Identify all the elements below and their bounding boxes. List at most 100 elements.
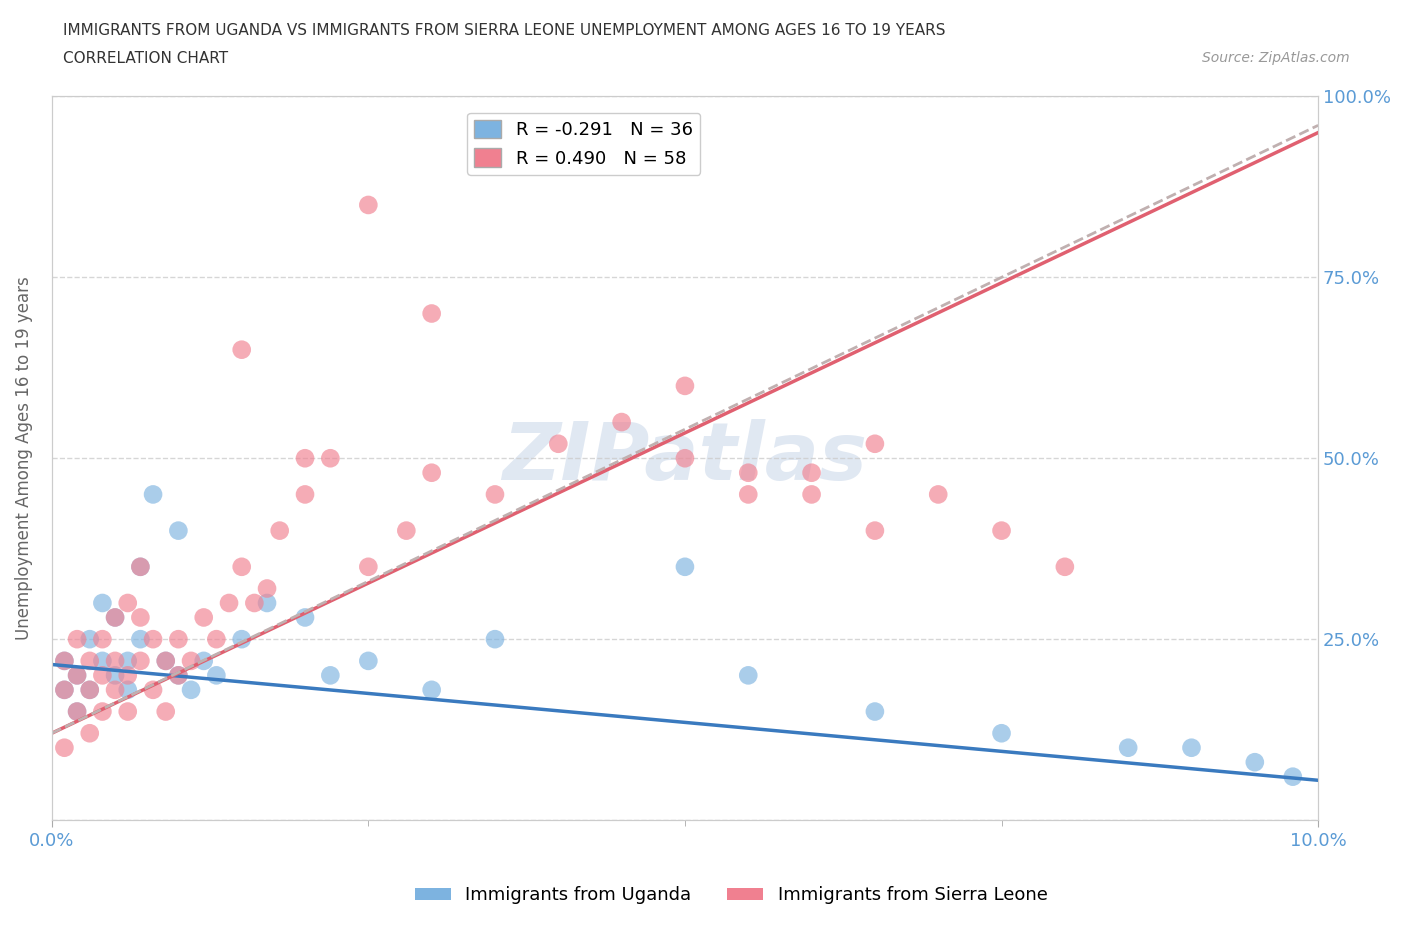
Point [1243, 755, 1265, 770]
Point [205, 668, 228, 683]
Point [53, 654, 76, 669]
Point [231, 559, 253, 574]
Point [66, 668, 89, 683]
Point [167, 668, 190, 683]
Point [167, 668, 190, 683]
Point [990, 524, 1012, 538]
Point [256, 581, 278, 596]
Point [104, 668, 127, 683]
Point [610, 415, 633, 430]
Point [420, 465, 443, 480]
Point [800, 465, 823, 480]
Point [180, 683, 202, 698]
Point [420, 306, 443, 321]
Point [79, 725, 101, 740]
Point [66, 704, 89, 719]
Point [91, 631, 114, 646]
Point [167, 631, 190, 646]
Point [863, 524, 886, 538]
Point [66, 631, 89, 646]
Point [294, 610, 316, 625]
Point [79, 631, 101, 646]
Point [142, 683, 165, 698]
Point [863, 704, 886, 719]
Point [231, 631, 253, 646]
Point [294, 451, 316, 466]
Point [269, 524, 291, 538]
Point [927, 487, 949, 502]
Point [395, 524, 418, 538]
Point [53, 683, 76, 698]
Point [673, 451, 696, 466]
Point [256, 595, 278, 610]
Text: Source: ZipAtlas.com: Source: ZipAtlas.com [1202, 51, 1350, 65]
Point [319, 451, 342, 466]
Point [547, 436, 569, 451]
Point [231, 342, 253, 357]
Point [800, 487, 823, 502]
Point [129, 559, 152, 574]
Point [129, 559, 152, 574]
Point [1053, 559, 1076, 574]
Point [205, 631, 228, 646]
Point [104, 610, 127, 625]
Point [91, 704, 114, 719]
Point [53, 654, 76, 669]
Legend: Immigrants from Uganda, Immigrants from Sierra Leone: Immigrants from Uganda, Immigrants from … [408, 879, 1054, 911]
Point [357, 559, 380, 574]
Point [863, 436, 886, 451]
Point [155, 654, 177, 669]
Point [91, 668, 114, 683]
Point [117, 668, 139, 683]
Point [218, 595, 240, 610]
Point [53, 683, 76, 698]
Point [294, 487, 316, 502]
Point [167, 524, 190, 538]
Legend: R = -0.291   N = 36, R = 0.490   N = 58: R = -0.291 N = 36, R = 0.490 N = 58 [467, 113, 700, 175]
Point [142, 631, 165, 646]
Point [117, 654, 139, 669]
Point [129, 654, 152, 669]
Point [155, 654, 177, 669]
Point [1180, 740, 1202, 755]
Point [117, 595, 139, 610]
Text: IMMIGRANTS FROM UGANDA VS IMMIGRANTS FROM SIERRA LEONE UNEMPLOYMENT AMONG AGES 1: IMMIGRANTS FROM UGANDA VS IMMIGRANTS FRO… [63, 23, 946, 38]
Point [1281, 769, 1303, 784]
Point [142, 487, 165, 502]
Point [117, 683, 139, 698]
Point [737, 668, 759, 683]
Point [193, 610, 215, 625]
Point [53, 740, 76, 755]
Point [420, 683, 443, 698]
Point [79, 683, 101, 698]
Point [91, 654, 114, 669]
Point [484, 487, 506, 502]
Point [990, 725, 1012, 740]
Point [673, 379, 696, 393]
Point [104, 610, 127, 625]
Point [129, 610, 152, 625]
Point [129, 631, 152, 646]
Point [319, 668, 342, 683]
Text: CORRELATION CHART: CORRELATION CHART [63, 51, 228, 66]
Point [155, 704, 177, 719]
Point [104, 654, 127, 669]
Point [117, 704, 139, 719]
Text: ZIPatlas: ZIPatlas [502, 419, 868, 498]
Point [79, 654, 101, 669]
Y-axis label: Unemployment Among Ages 16 to 19 years: Unemployment Among Ages 16 to 19 years [15, 276, 32, 640]
Point [91, 595, 114, 610]
Point [737, 487, 759, 502]
Point [357, 197, 380, 212]
Point [484, 631, 506, 646]
Point [673, 559, 696, 574]
Point [180, 654, 202, 669]
Point [66, 668, 89, 683]
Point [104, 683, 127, 698]
Point [737, 465, 759, 480]
Point [243, 595, 266, 610]
Point [66, 704, 89, 719]
Point [193, 654, 215, 669]
Point [1116, 740, 1139, 755]
Point [357, 654, 380, 669]
